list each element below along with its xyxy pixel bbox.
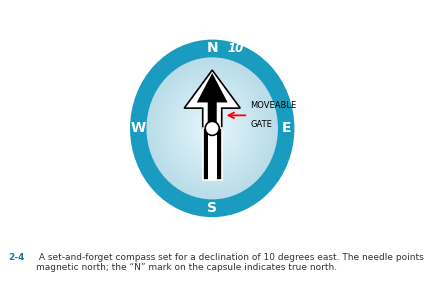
Ellipse shape <box>177 90 247 166</box>
Polygon shape <box>196 73 227 128</box>
Ellipse shape <box>200 115 224 141</box>
Ellipse shape <box>193 108 230 149</box>
Ellipse shape <box>159 71 265 185</box>
Ellipse shape <box>208 124 216 133</box>
Ellipse shape <box>195 110 229 147</box>
Ellipse shape <box>161 73 263 183</box>
Ellipse shape <box>146 57 277 199</box>
Text: GATE: GATE <box>250 120 271 130</box>
Text: S: S <box>207 201 217 215</box>
Ellipse shape <box>196 111 227 145</box>
Ellipse shape <box>166 78 258 178</box>
Ellipse shape <box>154 66 269 191</box>
Ellipse shape <box>178 92 245 165</box>
Ellipse shape <box>175 89 248 168</box>
Ellipse shape <box>173 87 250 170</box>
Ellipse shape <box>164 76 259 180</box>
Ellipse shape <box>190 105 233 152</box>
Ellipse shape <box>204 120 219 137</box>
Ellipse shape <box>204 121 219 136</box>
Ellipse shape <box>148 59 276 198</box>
Ellipse shape <box>199 115 224 142</box>
Ellipse shape <box>194 110 229 147</box>
Text: 2-4: 2-4 <box>9 253 25 262</box>
Ellipse shape <box>193 108 231 149</box>
Ellipse shape <box>154 66 269 191</box>
Ellipse shape <box>207 124 216 133</box>
Ellipse shape <box>156 68 268 189</box>
Ellipse shape <box>178 93 245 164</box>
Ellipse shape <box>151 63 273 194</box>
Ellipse shape <box>209 125 215 131</box>
Ellipse shape <box>162 75 261 182</box>
Polygon shape <box>207 128 216 179</box>
Text: N: N <box>206 41 218 55</box>
Ellipse shape <box>146 57 277 199</box>
Ellipse shape <box>146 57 277 199</box>
Ellipse shape <box>203 119 221 138</box>
Ellipse shape <box>206 122 218 135</box>
Ellipse shape <box>151 62 273 194</box>
Ellipse shape <box>153 64 271 192</box>
Circle shape <box>205 121 219 135</box>
Ellipse shape <box>191 106 232 151</box>
Ellipse shape <box>183 97 240 159</box>
Ellipse shape <box>176 89 248 168</box>
Text: W: W <box>130 121 146 135</box>
Polygon shape <box>184 70 240 128</box>
Ellipse shape <box>153 64 271 193</box>
Ellipse shape <box>130 39 294 217</box>
Ellipse shape <box>180 94 244 163</box>
Ellipse shape <box>158 70 266 187</box>
Ellipse shape <box>196 112 227 145</box>
Ellipse shape <box>169 82 255 175</box>
Ellipse shape <box>177 91 247 166</box>
Ellipse shape <box>167 80 256 177</box>
Ellipse shape <box>210 126 214 131</box>
Ellipse shape <box>185 99 239 157</box>
Ellipse shape <box>181 96 242 161</box>
Ellipse shape <box>187 101 237 155</box>
Text: MOVEABLE: MOVEABLE <box>250 101 296 110</box>
Ellipse shape <box>164 77 259 180</box>
Ellipse shape <box>161 73 263 184</box>
Ellipse shape <box>188 103 235 154</box>
Ellipse shape <box>167 80 256 177</box>
Ellipse shape <box>206 122 217 134</box>
Text: 10: 10 <box>227 42 243 55</box>
Ellipse shape <box>162 75 261 182</box>
Ellipse shape <box>172 85 252 172</box>
Ellipse shape <box>150 61 274 196</box>
Ellipse shape <box>185 99 239 158</box>
Ellipse shape <box>198 113 226 144</box>
Ellipse shape <box>169 82 255 175</box>
Ellipse shape <box>182 96 242 161</box>
Ellipse shape <box>157 70 266 187</box>
Ellipse shape <box>201 116 223 140</box>
Ellipse shape <box>188 103 236 154</box>
Ellipse shape <box>190 104 234 153</box>
Ellipse shape <box>156 68 268 189</box>
Ellipse shape <box>159 71 265 185</box>
Ellipse shape <box>211 128 213 129</box>
Ellipse shape <box>170 84 253 173</box>
Ellipse shape <box>180 94 243 162</box>
Ellipse shape <box>201 117 222 140</box>
Text: E: E <box>281 121 290 135</box>
Ellipse shape <box>170 83 253 173</box>
Ellipse shape <box>148 59 276 198</box>
Text: A set-and-forget compass set for a declination of 10 degrees east. The needle po: A set-and-forget compass set for a decli… <box>36 253 426 272</box>
Ellipse shape <box>174 87 250 170</box>
Ellipse shape <box>184 98 240 159</box>
Ellipse shape <box>192 106 232 150</box>
Ellipse shape <box>172 85 251 171</box>
Ellipse shape <box>186 101 237 156</box>
Ellipse shape <box>165 78 258 179</box>
Ellipse shape <box>202 118 221 139</box>
Ellipse shape <box>198 114 225 143</box>
Ellipse shape <box>150 61 274 196</box>
Polygon shape <box>202 128 221 179</box>
